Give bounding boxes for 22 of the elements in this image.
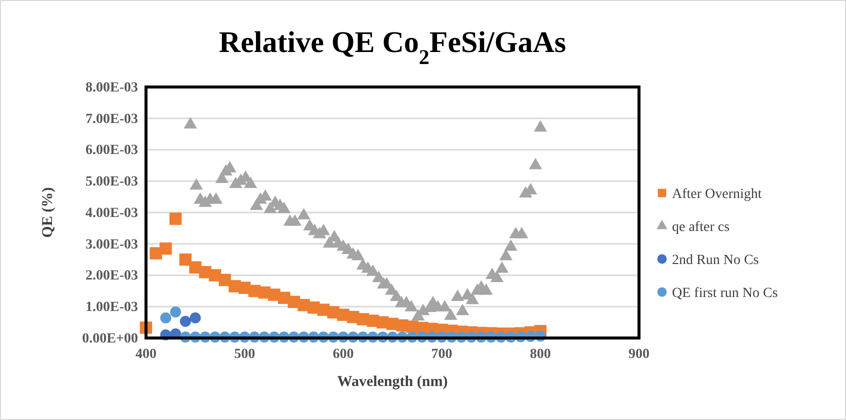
chart-title: Relative QE Co$_{2}$FeSi/GaAs	[218, 26, 566, 69]
x-tick-label: 700	[431, 346, 452, 362]
legend-label: 2nd Run No Cs	[672, 253, 759, 268]
x-tick-label: 500	[234, 346, 256, 362]
x-axis-title: Wavelength (nm)	[337, 374, 448, 390]
y-tick-label: 4.00E-03	[86, 206, 138, 221]
legend-label: QE first run No Cs	[672, 286, 778, 301]
legend-label: After Overnight	[672, 187, 762, 202]
x-tick-label: 400	[136, 346, 156, 362]
y-tick-label: 5.00E-03	[86, 174, 138, 190]
y-tick-label: 2.00E-03	[86, 268, 138, 284]
y-tick-label: 3.00E-03	[86, 237, 138, 252]
y-tick-label: 7.00E-03	[86, 112, 138, 127]
y-tick-label: 1.00E-03	[86, 300, 138, 316]
y-tick-label: 0.00E+00	[82, 331, 138, 346]
y-tick-label: 6.00E-03	[86, 143, 138, 158]
x-tick-label: 900	[628, 346, 650, 362]
x-tick-label: 800	[530, 346, 551, 362]
legend-label: qe after cs	[672, 220, 730, 235]
y-tick-label: 8.00E-03	[86, 80, 138, 96]
x-tick-label: 600	[332, 346, 354, 362]
y-axis-title: QE (%)	[40, 187, 56, 238]
